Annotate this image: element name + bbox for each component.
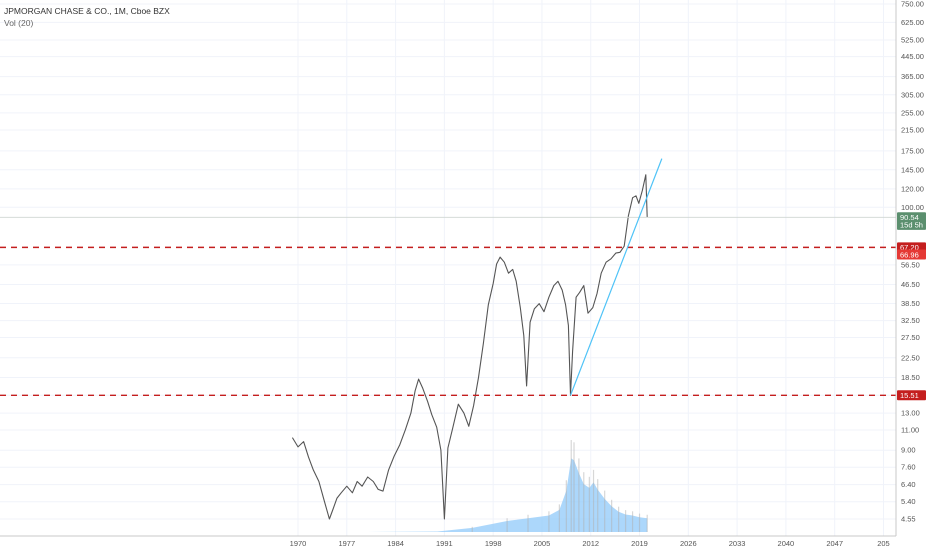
y-tick-label: 625.00 xyxy=(901,18,924,27)
volume-bar xyxy=(631,511,634,532)
y-tick-label: 175.00 xyxy=(901,146,924,155)
volume-bar xyxy=(638,513,641,532)
price-badge-background xyxy=(897,212,926,223)
y-tick-label: 4.55 xyxy=(901,515,916,524)
volume-bar xyxy=(592,469,595,532)
y-tick-label: 305.00 xyxy=(901,90,924,99)
y-tick-label: 120.00 xyxy=(901,184,924,193)
y-tick-label: 38.50 xyxy=(901,299,920,308)
y-tick-label: 525.00 xyxy=(901,35,924,44)
y-tick-label: 13.00 xyxy=(901,409,920,418)
y-tick-label: 32.50 xyxy=(901,316,920,325)
volume-bar xyxy=(548,511,550,532)
y-tick-label: 750.00 xyxy=(901,0,924,9)
volume-bars xyxy=(471,440,648,532)
y-tick-label: 6.40 xyxy=(901,480,916,489)
x-tick-label: 2040 xyxy=(778,539,795,548)
x-tick-label: 2019 xyxy=(631,539,648,548)
x-tick-label: 1970 xyxy=(290,539,307,548)
y-tick-label: 215.00 xyxy=(901,126,924,135)
price-badge-label: 90.54 xyxy=(900,213,919,222)
price-badge-background xyxy=(897,219,926,230)
y-tick-label: 18.50 xyxy=(901,373,920,382)
y-tick-label: 11.00 xyxy=(901,425,919,434)
volume-bar xyxy=(570,440,572,532)
x-tick-label: 2012 xyxy=(582,539,599,548)
x-tick-label: 1984 xyxy=(387,539,404,548)
volume-bar xyxy=(624,510,627,532)
y-tick-label: 9.00 xyxy=(901,446,916,455)
price-badge: 66.96 xyxy=(897,249,926,260)
price-badge-label: 15d 5h xyxy=(900,221,923,230)
volume-bar xyxy=(618,506,620,532)
volume-bar xyxy=(611,499,613,532)
volume-bar xyxy=(578,458,580,532)
y-tick-label: 445.00 xyxy=(901,52,924,61)
x-tick-label: 2026 xyxy=(680,539,697,548)
y-tick-label: 255.00 xyxy=(901,108,924,117)
price-badge-background xyxy=(897,390,926,401)
price-badge: 15.51 xyxy=(897,390,926,401)
x-tick-label: 2005 xyxy=(534,539,551,548)
volume-bar xyxy=(565,480,567,532)
x-tick-label: 1998 xyxy=(485,539,502,548)
price-badge-label: 66.96 xyxy=(900,250,919,259)
x-tick-label: 1991 xyxy=(436,539,453,548)
price-series-line xyxy=(291,174,648,520)
y-tick-label: 22.50 xyxy=(901,353,920,362)
x-tick-label: 2047 xyxy=(826,539,843,548)
volume-bar xyxy=(558,504,560,532)
trendline xyxy=(569,158,663,396)
volume-bar xyxy=(583,472,585,532)
y-tick-label: 100.00 xyxy=(901,203,924,212)
y-tick-label: 7.60 xyxy=(901,463,916,472)
y-tick-label: 145.00 xyxy=(901,165,924,174)
price-badge-background xyxy=(897,249,926,260)
chart-legend: JPMORGAN CHASE & CO., 1M, Cboe BZX Vol (… xyxy=(4,5,170,29)
volume-bar xyxy=(527,514,529,532)
y-tick-label: 27.50 xyxy=(901,333,920,342)
volume-bar xyxy=(588,476,590,532)
volume-bar xyxy=(471,526,473,532)
x-tick-label: 1977 xyxy=(338,539,355,548)
x-tick-label: 2033 xyxy=(729,539,746,548)
price-badge: 90.54 xyxy=(897,212,926,223)
y-tick-label: 5.40 xyxy=(901,497,916,506)
x-tick-label: 205 xyxy=(877,539,890,548)
volume-bar xyxy=(646,514,648,532)
grid xyxy=(0,0,896,536)
y-tick-label: 365.00 xyxy=(901,72,924,81)
price-badge: 15d 5h xyxy=(897,219,926,230)
y-tick-label: 46.50 xyxy=(901,280,920,289)
volume-bar xyxy=(604,490,606,532)
price-badge-label: 15.51 xyxy=(900,391,919,400)
volume-bar xyxy=(597,479,599,532)
volume-bar xyxy=(506,518,508,532)
volume-area xyxy=(292,458,648,532)
price-badge-label: 67.20 xyxy=(900,243,919,252)
volume-indicator-label[interactable]: Vol (20) xyxy=(4,18,34,28)
symbol-title[interactable]: JPMORGAN CHASE & CO., 1M, Cboe BZX xyxy=(4,6,170,16)
price-axis-background xyxy=(896,0,932,536)
y-tick-label: 56.50 xyxy=(901,260,920,269)
volume-bar xyxy=(573,442,575,532)
